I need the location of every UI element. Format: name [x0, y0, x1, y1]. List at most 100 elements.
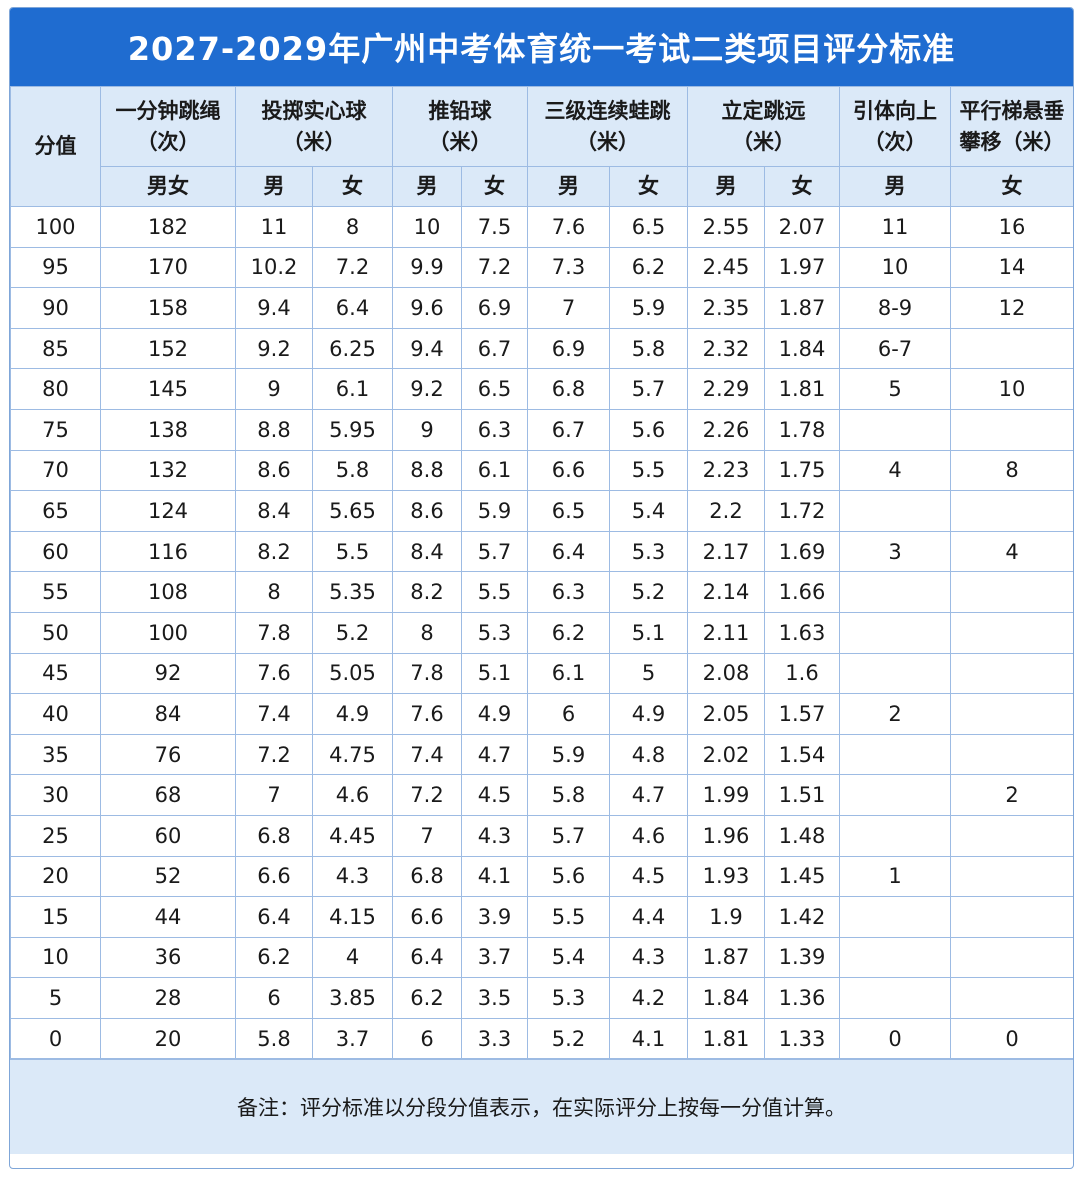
table-row: 60 116 8.2 5.5 8.4 5.7 6.4 5.3 2.17 1.69 3 4	[10, 530, 1073, 573]
score-cell: 100	[10, 206, 101, 248]
table-row: 0 20 5.8 3.7 6 3.3 5.2 4.1 1.81 1.33 0 0	[10, 1017, 1073, 1060]
value-cell: 1.36	[764, 977, 840, 1019]
score-cell: 90	[10, 287, 101, 329]
value-cell: 1.54	[764, 733, 840, 776]
value-cell: 6.4	[527, 530, 610, 573]
value-cell: 7.8	[392, 652, 462, 695]
value-cell: 10	[950, 368, 1073, 410]
value-cell: 1.69	[764, 530, 840, 573]
value-cell: 5.1	[609, 611, 688, 654]
value-cell: 116	[100, 530, 236, 573]
value-cell: 6-7	[839, 327, 951, 370]
value-cell: 1.39	[764, 936, 840, 979]
value-cell: 28	[100, 977, 236, 1019]
value-cell	[839, 652, 951, 695]
value-cell: 1.87	[764, 287, 840, 329]
value-cell: 100	[100, 611, 236, 654]
value-cell: 5.8	[312, 449, 393, 492]
value-cell: 1.99	[687, 774, 765, 816]
value-cell: 5.8	[609, 327, 688, 370]
value-cell: 4.6	[312, 774, 393, 816]
value-cell: 2.14	[687, 571, 765, 613]
value-cell	[950, 611, 1073, 654]
value-cell: 8.8	[392, 449, 462, 492]
header-jump-unit: （米）	[732, 129, 795, 154]
value-cell: 182	[100, 206, 236, 248]
value-cell: 2.26	[687, 408, 765, 451]
value-cell: 8	[235, 571, 313, 613]
value-cell	[950, 936, 1073, 979]
value-cell: 4	[950, 530, 1073, 573]
value-cell: 6.9	[527, 327, 610, 370]
value-cell: 1.81	[687, 1017, 765, 1060]
header-bars-name: 平行梯悬垂	[959, 98, 1065, 123]
value-cell: 5.2	[527, 1017, 610, 1060]
value-cell: 2.2	[687, 490, 765, 532]
score-cell: 40	[10, 693, 101, 735]
value-cell: 2.07	[764, 206, 840, 248]
value-cell: 5.7	[609, 368, 688, 410]
value-cell: 7	[235, 774, 313, 816]
value-cell: 2.55	[687, 206, 765, 248]
header-pull-name: 引体向上	[853, 98, 937, 123]
value-cell: 1.42	[764, 896, 840, 938]
value-cell: 6.2	[527, 611, 610, 654]
table-row: 50 100 7.8 5.2 8 5.3 6.2 5.1 2.11 1.63	[10, 611, 1073, 654]
header-gender-male: 男	[527, 166, 610, 207]
value-cell: 6.25	[312, 327, 393, 370]
value-cell: 84	[100, 693, 236, 735]
table-row: 30 68 7 4.6 7.2 4.5 5.8 4.7 1.99 1.51 2	[10, 774, 1073, 816]
value-cell: 10	[392, 206, 462, 248]
header-gender-male: 男	[687, 166, 765, 207]
value-cell: 4.1	[609, 1017, 688, 1060]
value-cell	[839, 571, 951, 613]
score-cell: 85	[10, 327, 101, 370]
score-cell: 95	[10, 246, 101, 289]
value-cell: 5.5	[312, 530, 393, 573]
value-cell	[950, 652, 1073, 695]
value-cell: 9.4	[235, 287, 313, 329]
value-cell: 6	[527, 693, 610, 735]
header-rope-name: 一分钟跳绳	[115, 98, 221, 123]
value-cell: 132	[100, 449, 236, 492]
value-cell: 1.57	[764, 693, 840, 735]
value-cell: 5.3	[461, 611, 528, 654]
value-cell: 3.7	[312, 1017, 393, 1060]
value-cell: 1.81	[764, 368, 840, 410]
value-cell: 1.9	[687, 896, 765, 938]
value-cell: 6.9	[461, 287, 528, 329]
value-cell: 5.7	[461, 530, 528, 573]
value-cell: 2.11	[687, 611, 765, 654]
value-cell: 5.9	[461, 490, 528, 532]
value-cell	[839, 977, 951, 1019]
value-cell: 8.6	[235, 449, 313, 492]
score-cell: 25	[10, 814, 101, 857]
value-cell: 5.9	[527, 733, 610, 776]
value-cell: 5.5	[609, 449, 688, 492]
value-cell: 1.97	[764, 246, 840, 289]
value-cell: 5.05	[312, 652, 393, 695]
value-cell: 2.17	[687, 530, 765, 573]
value-cell: 152	[100, 327, 236, 370]
score-cell: 60	[10, 530, 101, 573]
value-cell: 5.8	[235, 1017, 313, 1060]
value-cell: 6.4	[392, 936, 462, 979]
value-cell: 108	[100, 571, 236, 613]
value-cell: 36	[100, 936, 236, 979]
header-shot-unit: （米）	[428, 129, 492, 154]
value-cell: 6.3	[527, 571, 610, 613]
value-cell: 5.7	[527, 814, 610, 857]
score-cell: 70	[10, 449, 101, 492]
table-row: 55 108 8 5.35 8.2 5.5 6.3 5.2 2.14 1.66	[10, 571, 1073, 613]
header-gender-male: 男	[235, 166, 313, 207]
value-cell: 1.75	[764, 449, 840, 492]
value-cell: 9.9	[392, 246, 462, 289]
value-cell: 9.2	[392, 368, 462, 410]
value-cell: 1.78	[764, 408, 840, 451]
value-cell: 76	[100, 733, 236, 776]
value-cell: 3.9	[461, 896, 528, 938]
value-cell: 5.1	[461, 652, 528, 695]
value-cell: 3.85	[312, 977, 393, 1019]
header-frog-unit: （米）	[576, 129, 639, 154]
score-cell: 30	[10, 774, 101, 816]
